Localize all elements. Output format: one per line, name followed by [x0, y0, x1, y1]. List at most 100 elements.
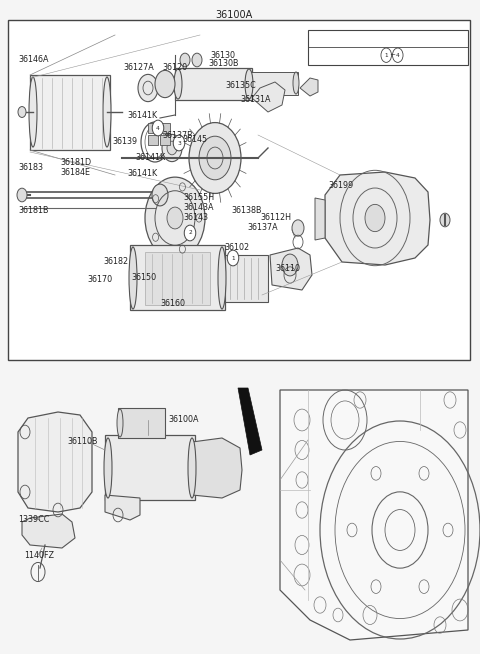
Bar	[105, 435, 195, 500]
Text: 36181D: 36181D	[60, 158, 91, 167]
Circle shape	[227, 250, 239, 266]
Circle shape	[282, 254, 298, 276]
Text: 36182: 36182	[103, 258, 128, 266]
Text: NOTE: NOTE	[312, 35, 334, 41]
Text: 1140FZ: 1140FZ	[24, 551, 54, 560]
Ellipse shape	[293, 72, 299, 94]
Bar	[148, 135, 158, 145]
Text: 36199: 36199	[328, 181, 353, 190]
Text: 36130: 36130	[210, 50, 235, 60]
Circle shape	[381, 48, 392, 62]
Circle shape	[199, 136, 231, 180]
Circle shape	[18, 107, 26, 118]
Text: ~: ~	[389, 52, 395, 58]
Text: 36140E: 36140E	[348, 47, 375, 53]
Ellipse shape	[104, 438, 112, 498]
Text: 36140: 36140	[348, 56, 371, 61]
Circle shape	[292, 220, 304, 236]
Ellipse shape	[188, 438, 196, 498]
Circle shape	[155, 71, 175, 97]
Ellipse shape	[103, 77, 111, 147]
Circle shape	[365, 204, 385, 232]
Polygon shape	[315, 198, 325, 240]
Text: 1339CC: 1339CC	[18, 515, 49, 525]
Text: 36160: 36160	[160, 298, 185, 307]
Text: 4: 4	[156, 126, 160, 131]
Circle shape	[167, 141, 177, 155]
Circle shape	[180, 53, 190, 67]
Text: 36112H: 36112H	[260, 213, 291, 222]
Circle shape	[393, 48, 403, 62]
Text: 36137B: 36137B	[162, 131, 192, 139]
Bar	[148, 123, 158, 133]
Text: 36170: 36170	[87, 275, 112, 284]
Ellipse shape	[117, 409, 123, 437]
Ellipse shape	[245, 69, 253, 99]
Polygon shape	[18, 412, 92, 512]
Text: 36102: 36102	[224, 243, 249, 252]
Text: 36131A: 36131A	[240, 95, 271, 105]
Text: 36141K: 36141K	[127, 169, 157, 179]
Text: 36141K: 36141K	[135, 154, 165, 162]
Text: 36110: 36110	[275, 264, 300, 273]
Text: 36100A: 36100A	[216, 10, 252, 20]
Text: 36110B: 36110B	[67, 438, 97, 447]
Text: 4: 4	[396, 53, 400, 58]
Polygon shape	[280, 390, 468, 640]
Text: 36155H: 36155H	[183, 194, 214, 203]
Text: THE NO.: THE NO.	[312, 53, 342, 60]
Circle shape	[184, 225, 196, 241]
Text: 1: 1	[384, 53, 388, 58]
Bar	[175, 68, 252, 100]
Text: 36130B: 36130B	[208, 60, 239, 69]
Text: 36143: 36143	[183, 213, 208, 222]
Text: 36139: 36139	[112, 137, 137, 146]
Text: 36181B: 36181B	[18, 205, 48, 215]
Circle shape	[167, 207, 183, 229]
Polygon shape	[270, 248, 312, 290]
Text: 36145: 36145	[182, 135, 207, 145]
Circle shape	[145, 177, 205, 259]
Text: 36137A: 36137A	[247, 224, 277, 233]
Text: 2: 2	[188, 230, 192, 235]
Ellipse shape	[129, 247, 137, 309]
Circle shape	[152, 120, 164, 136]
Text: 36135C: 36135C	[225, 80, 256, 90]
Bar	[160, 123, 170, 133]
Circle shape	[17, 188, 27, 202]
Bar	[160, 135, 170, 145]
Polygon shape	[252, 82, 285, 112]
Bar	[118, 408, 165, 438]
Text: 36146A: 36146A	[18, 56, 48, 65]
Polygon shape	[238, 388, 262, 455]
Bar	[145, 252, 210, 305]
Bar	[225, 255, 268, 302]
Bar	[308, 30, 468, 65]
Circle shape	[192, 53, 202, 67]
Circle shape	[162, 134, 182, 162]
Bar	[30, 75, 110, 150]
Text: 36143A: 36143A	[183, 203, 214, 213]
Polygon shape	[22, 514, 75, 548]
Ellipse shape	[174, 69, 182, 99]
Ellipse shape	[218, 247, 226, 309]
Bar	[130, 245, 225, 310]
Text: 1: 1	[231, 256, 235, 260]
Text: 36141K: 36141K	[127, 111, 157, 120]
Polygon shape	[105, 495, 140, 520]
Text: 36100A: 36100A	[168, 415, 199, 424]
Text: 3: 3	[177, 141, 181, 145]
Circle shape	[189, 122, 241, 194]
Circle shape	[138, 75, 158, 101]
Bar	[8, 20, 470, 360]
Polygon shape	[325, 172, 430, 265]
Circle shape	[152, 184, 168, 206]
Polygon shape	[192, 438, 242, 498]
Bar	[250, 72, 298, 95]
Text: 36184E: 36184E	[60, 167, 90, 177]
Circle shape	[173, 135, 185, 151]
Ellipse shape	[29, 77, 37, 147]
Text: 36150: 36150	[131, 273, 156, 283]
Text: 36138B: 36138B	[231, 205, 262, 215]
Text: 36120: 36120	[162, 63, 187, 73]
